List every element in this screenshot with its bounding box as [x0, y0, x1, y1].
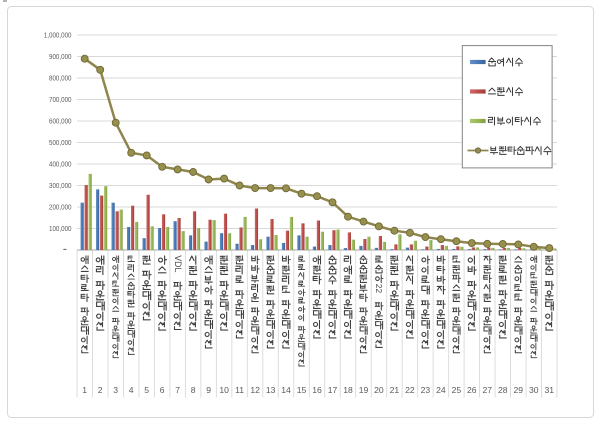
svg-text:6: 6: [160, 385, 165, 395]
svg-text:500,000: 500,000: [49, 138, 72, 147]
svg-text:22: 22: [374, 284, 384, 294]
svg-text:29: 29: [514, 385, 524, 395]
svg-text:VDL: VDL: [173, 255, 183, 272]
svg-text:1,000,000: 1,000,000: [44, 31, 72, 40]
svg-text:22: 22: [405, 385, 415, 395]
svg-text:300,000: 300,000: [49, 181, 72, 190]
svg-text:10: 10: [219, 385, 229, 395]
svg-text:5: 5: [144, 385, 149, 395]
svg-text:9: 9: [206, 385, 211, 395]
svg-text:28: 28: [498, 385, 508, 395]
svg-text:23: 23: [421, 385, 431, 395]
svg-text:700,000: 700,000: [49, 95, 72, 104]
svg-text:21: 21: [390, 385, 400, 395]
svg-text:24: 24: [436, 385, 446, 395]
svg-text:4: 4: [129, 385, 134, 395]
svg-text:7: 7: [175, 385, 180, 395]
svg-text:15: 15: [297, 385, 307, 395]
svg-text:18: 18: [343, 385, 353, 395]
svg-text:12: 12: [250, 385, 260, 395]
svg-text:26: 26: [467, 385, 477, 395]
svg-text:3: 3: [113, 385, 118, 395]
svg-text:13: 13: [266, 385, 276, 395]
svg-text:16: 16: [312, 385, 322, 395]
svg-text:1: 1: [82, 385, 87, 395]
svg-text:900,000: 900,000: [49, 52, 72, 61]
svg-text:20: 20: [374, 385, 384, 395]
svg-text:27: 27: [483, 385, 493, 395]
svg-text:19: 19: [359, 385, 369, 395]
svg-text:200,000: 200,000: [49, 203, 72, 212]
svg-text:800,000: 800,000: [49, 74, 72, 83]
svg-text:17: 17: [328, 385, 338, 395]
svg-text:2: 2: [98, 385, 103, 395]
svg-text:30: 30: [529, 385, 539, 395]
svg-text:400,000: 400,000: [49, 160, 72, 169]
svg-text:25: 25: [452, 385, 462, 395]
svg-text:600,000: 600,000: [49, 117, 72, 126]
svg-text:100,000: 100,000: [49, 224, 72, 233]
svg-text:14: 14: [281, 385, 291, 395]
svg-text:11: 11: [235, 385, 244, 395]
svg-text:31: 31: [545, 385, 555, 395]
svg-text:8: 8: [191, 385, 196, 395]
